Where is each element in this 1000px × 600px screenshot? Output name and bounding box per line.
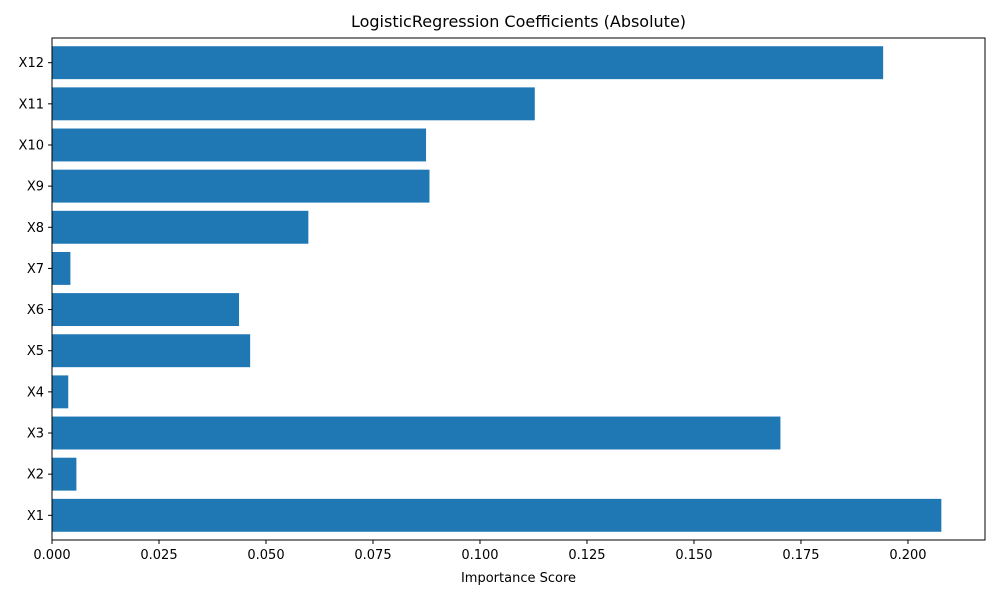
plot-frame <box>51 37 986 541</box>
x-tick-label: 0.100 <box>461 548 498 563</box>
bar-x4 <box>52 375 69 409</box>
bar-x3 <box>52 416 781 450</box>
y-tick-label: X9 <box>27 180 44 195</box>
y-tick-label: X3 <box>27 427 44 442</box>
bar-x11 <box>52 87 535 121</box>
y-tick-label: X5 <box>27 344 44 359</box>
y-tick-label: X11 <box>19 97 44 112</box>
x-tick-label: 0.000 <box>33 548 70 563</box>
x-axis: 0.000 0.025 0.050 0.075 0.100 0.125 0.150 0.175… <box>33 540 927 563</box>
bar-x8 <box>52 210 309 244</box>
y-tick-label: X4 <box>27 385 44 400</box>
y-tick-label: X1 <box>27 509 44 524</box>
x-tick-label: 0.025 <box>140 548 177 563</box>
y-tick-label: X7 <box>27 262 44 277</box>
x-tick-label: 0.175 <box>782 548 819 563</box>
x-tick-label: 0.125 <box>568 548 605 563</box>
bar-x9 <box>52 169 430 203</box>
x-axis-label: Importance Score <box>461 571 576 586</box>
bar-x1 <box>52 498 942 532</box>
x-tick-label: 0.075 <box>354 548 391 563</box>
bar-x12 <box>52 46 884 80</box>
x-tick-label: 0.150 <box>675 548 712 563</box>
bar-x7 <box>52 251 71 285</box>
bar-x5 <box>52 334 251 368</box>
y-tick-label: X12 <box>19 56 44 71</box>
y-tick-label: X10 <box>19 138 44 153</box>
chart-title: LogisticRegression Coefficients (Absolut… <box>351 12 686 31</box>
x-tick-label: 0.050 <box>247 548 284 563</box>
x-tick-label: 0.200 <box>889 548 926 563</box>
bar-x2 <box>52 457 77 491</box>
y-tick-label: X2 <box>27 468 44 483</box>
bar-x6 <box>52 293 240 327</box>
bar-x10 <box>52 128 427 162</box>
y-tick-label: X8 <box>27 221 44 236</box>
bars-group <box>52 46 942 532</box>
y-axis: X1 X2 X3 X4 X5 X6 X7 X8 X9 X10 X11 X12 <box>19 56 52 524</box>
y-tick-label: X6 <box>27 303 44 318</box>
